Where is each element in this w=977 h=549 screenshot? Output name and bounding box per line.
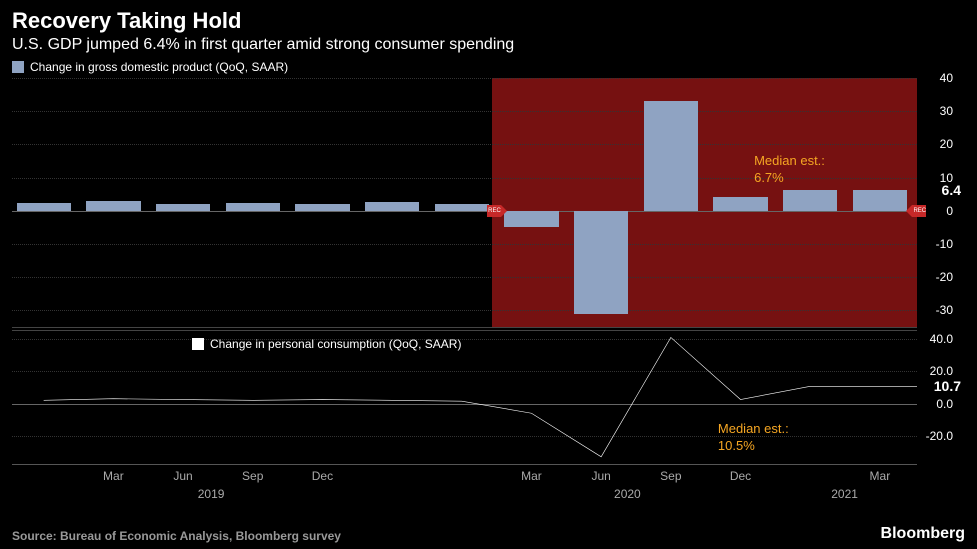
xtick-label: Sep — [242, 469, 263, 483]
ytick-label: 0 — [946, 204, 953, 218]
chart-container: Recovery Taking Hold U.S. GDP jumped 6.4… — [0, 0, 977, 549]
xtick-label: Sep — [660, 469, 681, 483]
median-estimate-consumption: Median est.:10.5% — [718, 421, 789, 455]
ytick-label: 40.0 — [930, 332, 953, 346]
gdp-bar — [226, 203, 280, 211]
gdp-bar — [295, 204, 349, 211]
gridline — [12, 111, 917, 112]
ytick-label: 20.0 — [930, 364, 953, 378]
xtick-label: Dec — [730, 469, 751, 483]
xtick-label: Jun — [173, 469, 192, 483]
ytick-label: -30 — [936, 303, 953, 317]
chart-header: Recovery Taking Hold U.S. GDP jumped 6.4… — [0, 0, 977, 58]
x-axis: Mar Jun Sep Dec Mar Jun Sep Dec Mar 2019 2020 2021 — [12, 464, 917, 508]
legend-gdp-swatch — [12, 61, 24, 73]
legend-consumption: Change in personal consumption (QoQ, SAA… — [192, 337, 461, 351]
ytick-label: 40 — [940, 71, 953, 85]
xtick-label: Mar — [870, 469, 891, 483]
ytick-label: -20.0 — [926, 429, 953, 443]
xtick-label: Mar — [103, 469, 124, 483]
brand-logo: Bloomberg — [881, 525, 965, 543]
gdp-bar — [574, 211, 628, 314]
gdp-bar — [783, 190, 837, 211]
ytick-label: -10 — [936, 237, 953, 251]
gdp-bar — [86, 201, 140, 211]
legend-consumption-label: Change in personal consumption (QoQ, SAA… — [210, 337, 461, 351]
year-label: 2019 — [198, 487, 225, 501]
xtick-label: Jun — [591, 469, 610, 483]
source-text: Source: Bureau of Economic Analysis, Blo… — [12, 529, 341, 543]
recession-marker-icon: REC — [487, 205, 501, 217]
consumption-line-chart: Change in personal consumption (QoQ, SAA… — [12, 330, 917, 460]
ytick-label: 0.0 — [936, 397, 953, 411]
xtick-label: Mar — [521, 469, 542, 483]
gridline — [12, 277, 917, 278]
gdp-bar — [435, 204, 489, 211]
gdp-bar — [853, 190, 907, 211]
median-estimate-gdp: Median est.:6.7% — [754, 153, 825, 187]
ytick-label: -20 — [936, 270, 953, 284]
legend-consumption-swatch — [192, 338, 204, 350]
gdp-bar — [644, 101, 698, 211]
legend-gdp: Change in gross domestic product (QoQ, S… — [0, 58, 977, 78]
legend-gdp-label: Change in gross domestic product (QoQ, S… — [30, 60, 288, 74]
year-label: 2020 — [614, 487, 641, 501]
ytick-label: 30 — [940, 104, 953, 118]
recession-marker-icon: REC — [912, 205, 926, 217]
gdp-bar — [713, 197, 767, 211]
gdp-bar — [17, 203, 71, 211]
gridline — [12, 310, 917, 311]
consumption-callout: 10.7 — [934, 378, 961, 394]
gdp-bar — [365, 202, 419, 211]
gridline — [12, 244, 917, 245]
gdp-callout: 6.4 — [942, 182, 961, 198]
xtick-label: Dec — [312, 469, 333, 483]
year-label: 2021 — [831, 487, 858, 501]
chart-title: Recovery Taking Hold — [12, 8, 965, 34]
gdp-bar-chart: Percent -30-20-10010203040Median est.:6.… — [12, 78, 917, 328]
ytick-label: 20 — [940, 137, 953, 151]
gridline — [12, 144, 917, 145]
gdp-bar — [156, 204, 210, 211]
chart-subtitle: U.S. GDP jumped 6.4% in first quarter am… — [12, 36, 965, 54]
chart-area: Percent -30-20-10010203040Median est.:6.… — [12, 78, 917, 460]
gridline — [12, 78, 917, 79]
gdp-bar — [504, 211, 558, 228]
gridline — [12, 211, 917, 212]
